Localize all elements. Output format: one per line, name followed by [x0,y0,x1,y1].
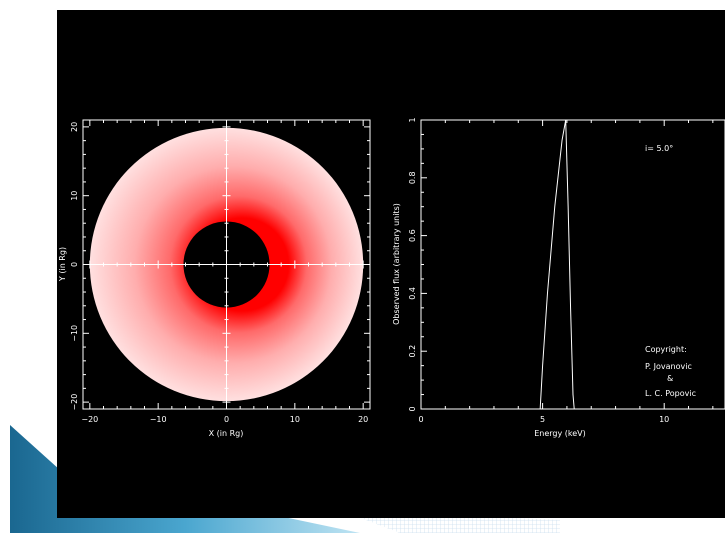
disk-axes: −20 −10 0 10 20 −20 −10 0 10 20 [70,120,370,424]
line-y-tick-label: 0.8 [408,171,417,184]
line-x-tick-label: 5 [540,415,545,424]
line-y-axis-title: Observed flux (arbitrary units) [392,203,401,325]
line-y-tick-label: 0.2 [408,345,417,358]
line-x-tick-label: 10 [659,415,669,424]
line-y-tick-label: 0.6 [408,229,417,242]
inclination-label: i= 5.0° [645,144,673,153]
disk-y-tick-label: 0 [70,262,79,267]
disk-x-axis-title: X (in Rg) [209,429,244,438]
disk-y-tick-label: −10 [70,325,79,342]
copyright-line-1: Copyright: [645,345,687,354]
line-y-tick-label: 1 [408,117,417,122]
line-x-tick-label: 0 [418,415,423,424]
disk-y-axis-title: Y (in Rg) [58,247,67,282]
disk-y-tick-label: 10 [70,191,79,201]
disk-y-tick-label: 20 [70,122,79,132]
disk-x-tick-label: 0 [224,415,229,424]
disk-x-tick-label: −20 [81,415,98,424]
disk-x-tick-label: 10 [290,415,300,424]
line-profile-series [539,119,575,410]
line-axes: 0 5 10 0 0.2 0.4 0.6 0.8 1 [408,117,714,424]
disk-y-tick-label: −20 [70,394,79,411]
disk-x-tick-label: −10 [150,415,167,424]
line-y-tick-label: 0.4 [408,287,417,300]
copyright-line-2: P. Jovanovic [645,362,692,371]
copyright-line-4: L. C. Popovic [645,389,696,398]
copyright-line-3: & [667,374,673,383]
line-x-axis-title: Energy (keV) [534,429,586,438]
line-series-group [539,119,575,410]
line-y-tick-label: 0 [408,406,417,411]
disk-x-tick-label: 20 [358,415,368,424]
